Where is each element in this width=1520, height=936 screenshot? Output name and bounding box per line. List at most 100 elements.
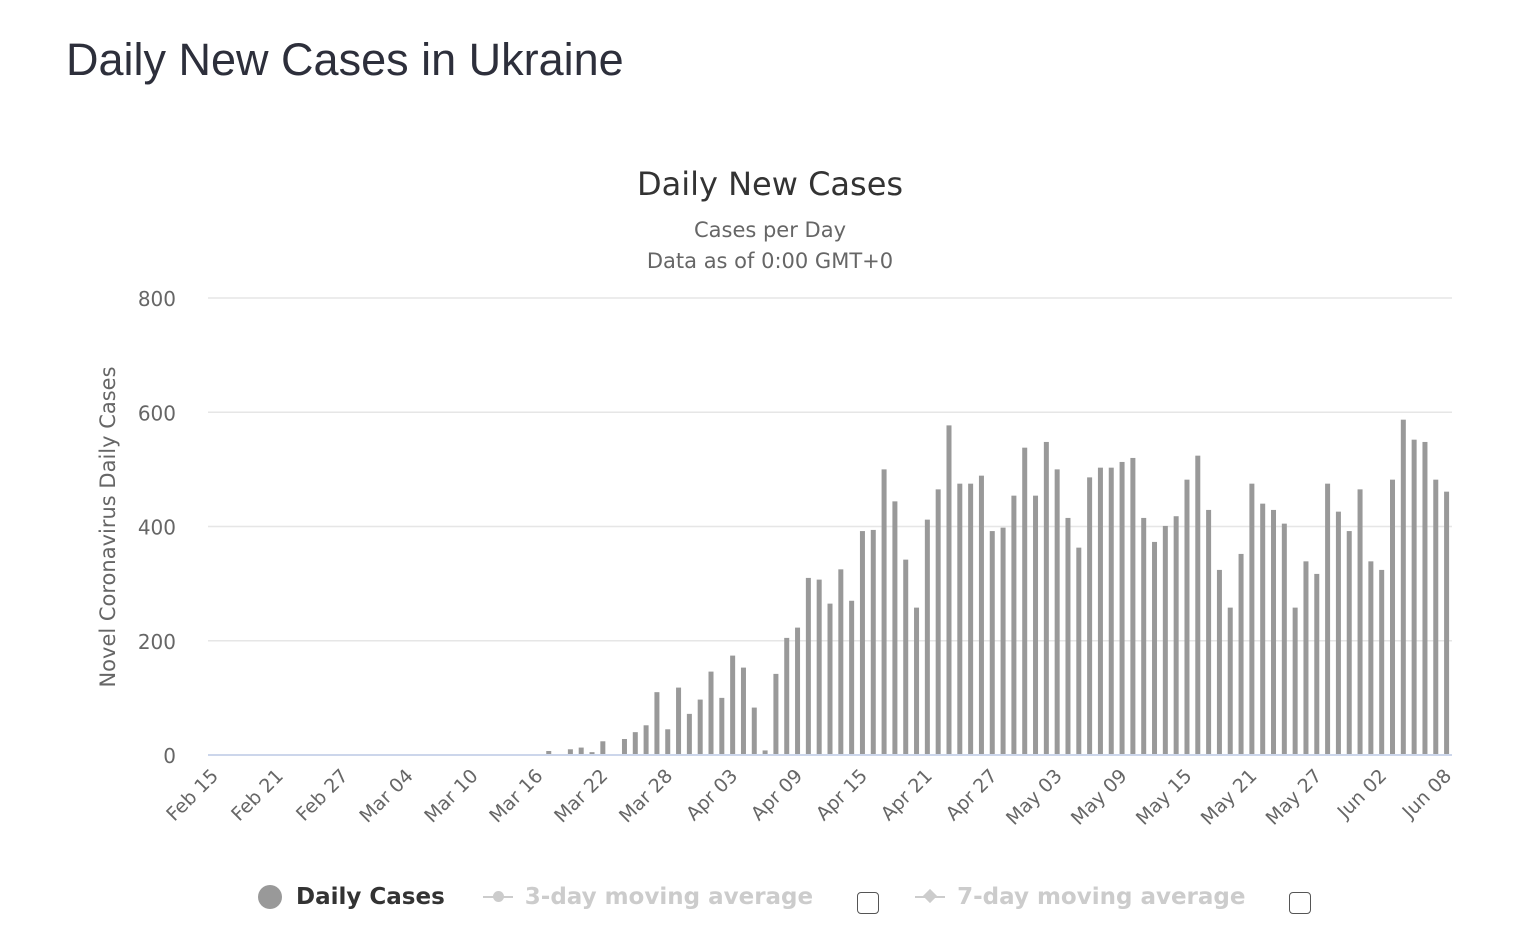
bar bbox=[1335, 511, 1341, 755]
bar bbox=[1108, 467, 1114, 755]
y-axis-label: Novel Coronavirus Daily Cases bbox=[96, 366, 120, 687]
bar bbox=[816, 579, 822, 755]
y-tick-label: 600 bbox=[138, 401, 176, 425]
bar bbox=[1022, 447, 1028, 755]
bar bbox=[1400, 419, 1406, 755]
bar bbox=[1076, 547, 1082, 755]
x-tick-label: Apr 27 bbox=[942, 765, 1002, 825]
y-tick-label: 400 bbox=[138, 516, 176, 540]
bar bbox=[935, 489, 941, 755]
bar bbox=[827, 603, 833, 755]
line-circle-icon bbox=[482, 891, 513, 902]
bar bbox=[1216, 569, 1222, 755]
bar bbox=[914, 607, 920, 755]
x-tick-label: Mar 28 bbox=[615, 765, 677, 827]
bar bbox=[1033, 495, 1039, 755]
bar bbox=[1357, 489, 1363, 755]
bar bbox=[838, 569, 844, 755]
checkbox-7-day-average[interactable] bbox=[1289, 892, 1312, 914]
bar bbox=[805, 577, 811, 755]
bar bbox=[881, 469, 887, 755]
x-tick-label: Apr 15 bbox=[812, 765, 872, 825]
bar bbox=[567, 749, 573, 755]
bar bbox=[1130, 457, 1136, 755]
bar bbox=[1238, 553, 1244, 755]
bar bbox=[924, 519, 930, 755]
bar bbox=[1087, 477, 1093, 755]
bar bbox=[600, 741, 606, 755]
chart-legend: Daily Cases 3-day moving average 7-day m… bbox=[258, 880, 1347, 914]
legend-label: 3-day moving average bbox=[524, 884, 814, 910]
x-tick-label: Apr 09 bbox=[747, 765, 807, 825]
x-tick-label: May 21 bbox=[1197, 765, 1262, 830]
legend-label: 7-day moving average bbox=[957, 884, 1246, 910]
x-tick-label: Apr 21 bbox=[877, 765, 937, 825]
bar bbox=[697, 699, 703, 755]
bar bbox=[1390, 479, 1396, 755]
x-tick-label: Jun 08 bbox=[1398, 765, 1457, 824]
line-diamond-icon bbox=[915, 888, 946, 904]
bar bbox=[1054, 469, 1060, 755]
bar bbox=[1444, 491, 1450, 755]
legend-daily-cases[interactable]: Daily Cases bbox=[258, 884, 445, 910]
x-tick-label: Feb 15 bbox=[162, 765, 223, 826]
bar bbox=[1162, 525, 1168, 755]
circle-icon bbox=[258, 885, 282, 909]
bar bbox=[1249, 483, 1255, 755]
bar bbox=[719, 697, 725, 755]
x-tick-label: Mar 16 bbox=[485, 765, 547, 827]
x-tick-label: Jun 02 bbox=[1333, 765, 1392, 824]
x-tick-label: Mar 22 bbox=[550, 765, 612, 827]
bar bbox=[1422, 441, 1428, 755]
bar bbox=[1119, 461, 1125, 755]
bar bbox=[1206, 509, 1212, 755]
bar bbox=[859, 531, 865, 755]
y-tick-label: 0 bbox=[163, 744, 176, 768]
bar bbox=[978, 475, 984, 755]
bar bbox=[589, 752, 595, 755]
legend-3-day-average[interactable]: 3-day moving average bbox=[482, 884, 814, 910]
bar bbox=[1346, 531, 1352, 755]
bar bbox=[903, 559, 909, 755]
bar bbox=[1411, 439, 1417, 755]
bar bbox=[892, 501, 898, 755]
bar bbox=[1173, 516, 1179, 755]
bar bbox=[1271, 509, 1277, 755]
bar bbox=[1011, 495, 1017, 755]
page-title: Daily New Cases in Ukraine bbox=[66, 34, 624, 85]
bar bbox=[1433, 479, 1439, 755]
bar bbox=[1141, 517, 1147, 755]
bar bbox=[849, 600, 855, 755]
bar bbox=[1292, 607, 1298, 755]
x-tick-label: Feb 21 bbox=[227, 765, 288, 826]
bar bbox=[784, 637, 790, 755]
bar bbox=[773, 673, 779, 755]
bar bbox=[870, 529, 876, 755]
x-tick-label: May 03 bbox=[1002, 765, 1067, 830]
bar bbox=[946, 425, 952, 755]
bar bbox=[654, 692, 660, 755]
bar bbox=[957, 483, 963, 755]
x-tick-label: May 09 bbox=[1067, 765, 1132, 830]
bar bbox=[1314, 573, 1320, 755]
bar bbox=[708, 671, 714, 755]
legend-7-day-average[interactable]: 7-day moving average bbox=[915, 884, 1245, 910]
bar bbox=[1325, 483, 1331, 755]
bar bbox=[1184, 479, 1190, 755]
bar bbox=[621, 739, 627, 755]
bar bbox=[740, 667, 746, 755]
bar bbox=[795, 627, 801, 755]
legend-label: Daily Cases bbox=[296, 884, 445, 910]
bar bbox=[676, 687, 682, 755]
bar bbox=[1260, 503, 1266, 755]
bar bbox=[730, 655, 736, 755]
bar bbox=[1043, 441, 1049, 755]
bar bbox=[1227, 607, 1233, 755]
bar bbox=[1368, 561, 1374, 755]
checkbox-3-day-average[interactable] bbox=[857, 892, 880, 914]
chart-subtitle: Cases per Day bbox=[694, 218, 846, 242]
bar bbox=[989, 531, 995, 755]
bar bbox=[968, 483, 974, 755]
bar bbox=[1000, 527, 1006, 755]
